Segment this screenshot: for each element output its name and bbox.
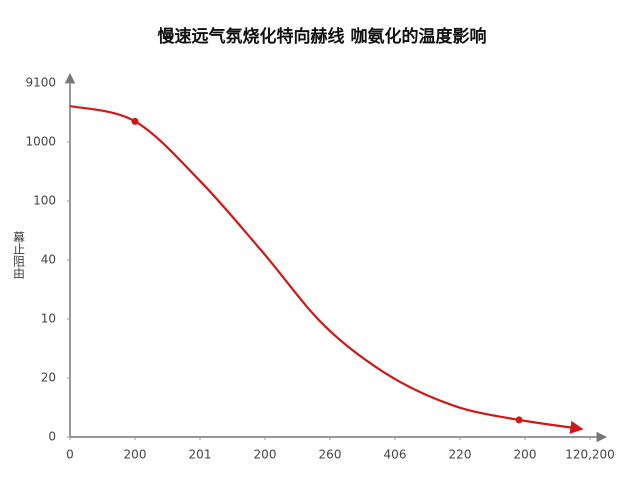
y-tick-label: 0 [48, 430, 56, 444]
chart-title: 慢速远气氛烧化特向赫线 咖氨化的温度影响 [158, 26, 487, 47]
x-tick-label: 200 [124, 448, 147, 462]
x-tick-label: 201 [189, 448, 212, 462]
y-tick-label: 9100 [25, 76, 56, 90]
x-tick-label: 0 [66, 448, 74, 462]
x-tick-label: 200 [514, 448, 537, 462]
line [69, 104, 584, 434]
x-tick-label: 220 [449, 448, 472, 462]
x-tick-label: 406 [384, 448, 407, 462]
point-marker [131, 117, 139, 125]
y-tick-label: 40 [41, 253, 56, 267]
y-tick-label: 10 [41, 312, 56, 326]
x-tick-label: 200 [254, 448, 277, 462]
point-marker [515, 416, 523, 424]
x-tick-label: 260 [319, 448, 342, 462]
x-tick-label: 120,200 [565, 448, 615, 462]
y-tick-label: 20 [41, 371, 56, 385]
y-tick-label: 100 [33, 194, 56, 208]
y-tick-label: 1000 [25, 135, 56, 149]
y-axis-label: 幕止阻由 [12, 231, 26, 279]
